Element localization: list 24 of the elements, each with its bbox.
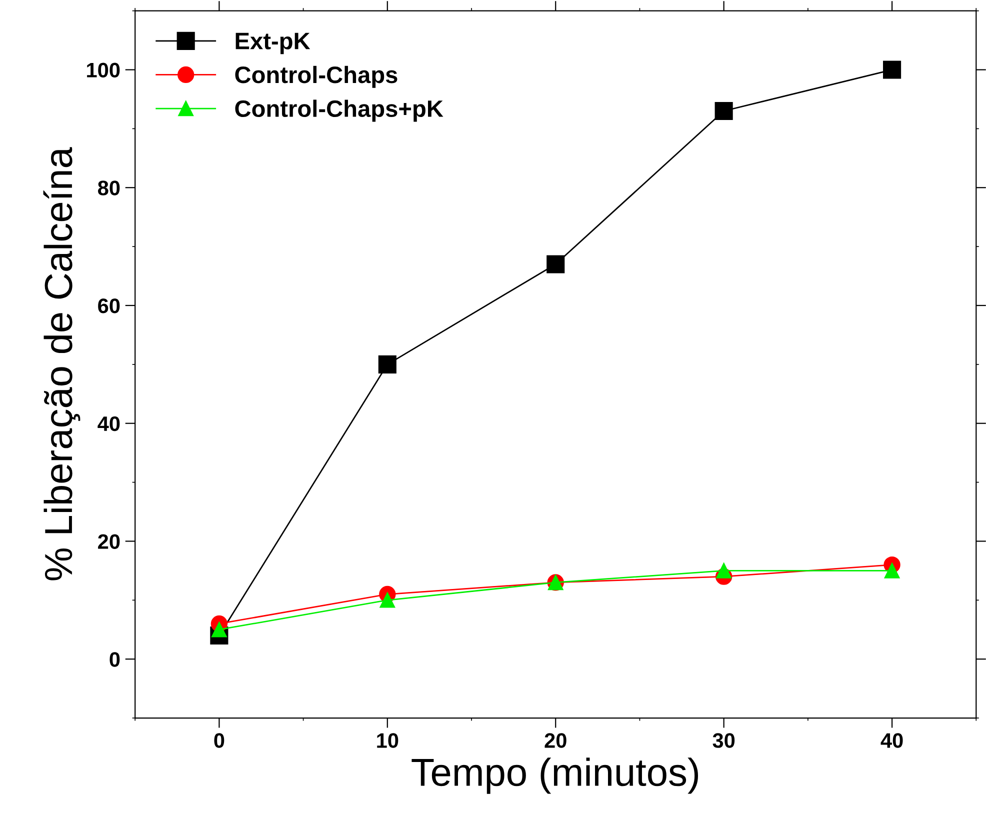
point xyxy=(884,563,900,578)
y-axis-title: % Liberação de Calceína xyxy=(43,147,80,580)
point xyxy=(714,102,733,120)
x-tick-label: 10 xyxy=(377,733,398,748)
y-tick-label: 40 xyxy=(98,416,120,432)
x-axis-title: Tempo (minutos) xyxy=(412,758,698,794)
y-tick-label: 0 xyxy=(110,652,120,667)
point xyxy=(716,563,732,578)
x-tick-label: 40 xyxy=(880,733,903,748)
y-tick-label: 20 xyxy=(98,534,120,549)
x-tick-label: 30 xyxy=(712,733,735,748)
point xyxy=(212,622,227,638)
point xyxy=(546,255,565,274)
y-tick-label: 60 xyxy=(98,298,120,314)
x-tick-label: 20 xyxy=(544,733,566,748)
legend-label: Control-Chaps+pK xyxy=(235,100,444,122)
legend-label: Control-Chaps xyxy=(235,66,398,88)
y-tick-label: 80 xyxy=(98,180,120,196)
x-tick-label: 0 xyxy=(214,733,224,748)
point xyxy=(378,355,396,374)
legend-label: Ext-pK xyxy=(236,32,310,54)
point xyxy=(380,592,396,608)
y-tick-label: 100 xyxy=(87,62,120,78)
point xyxy=(883,60,902,79)
